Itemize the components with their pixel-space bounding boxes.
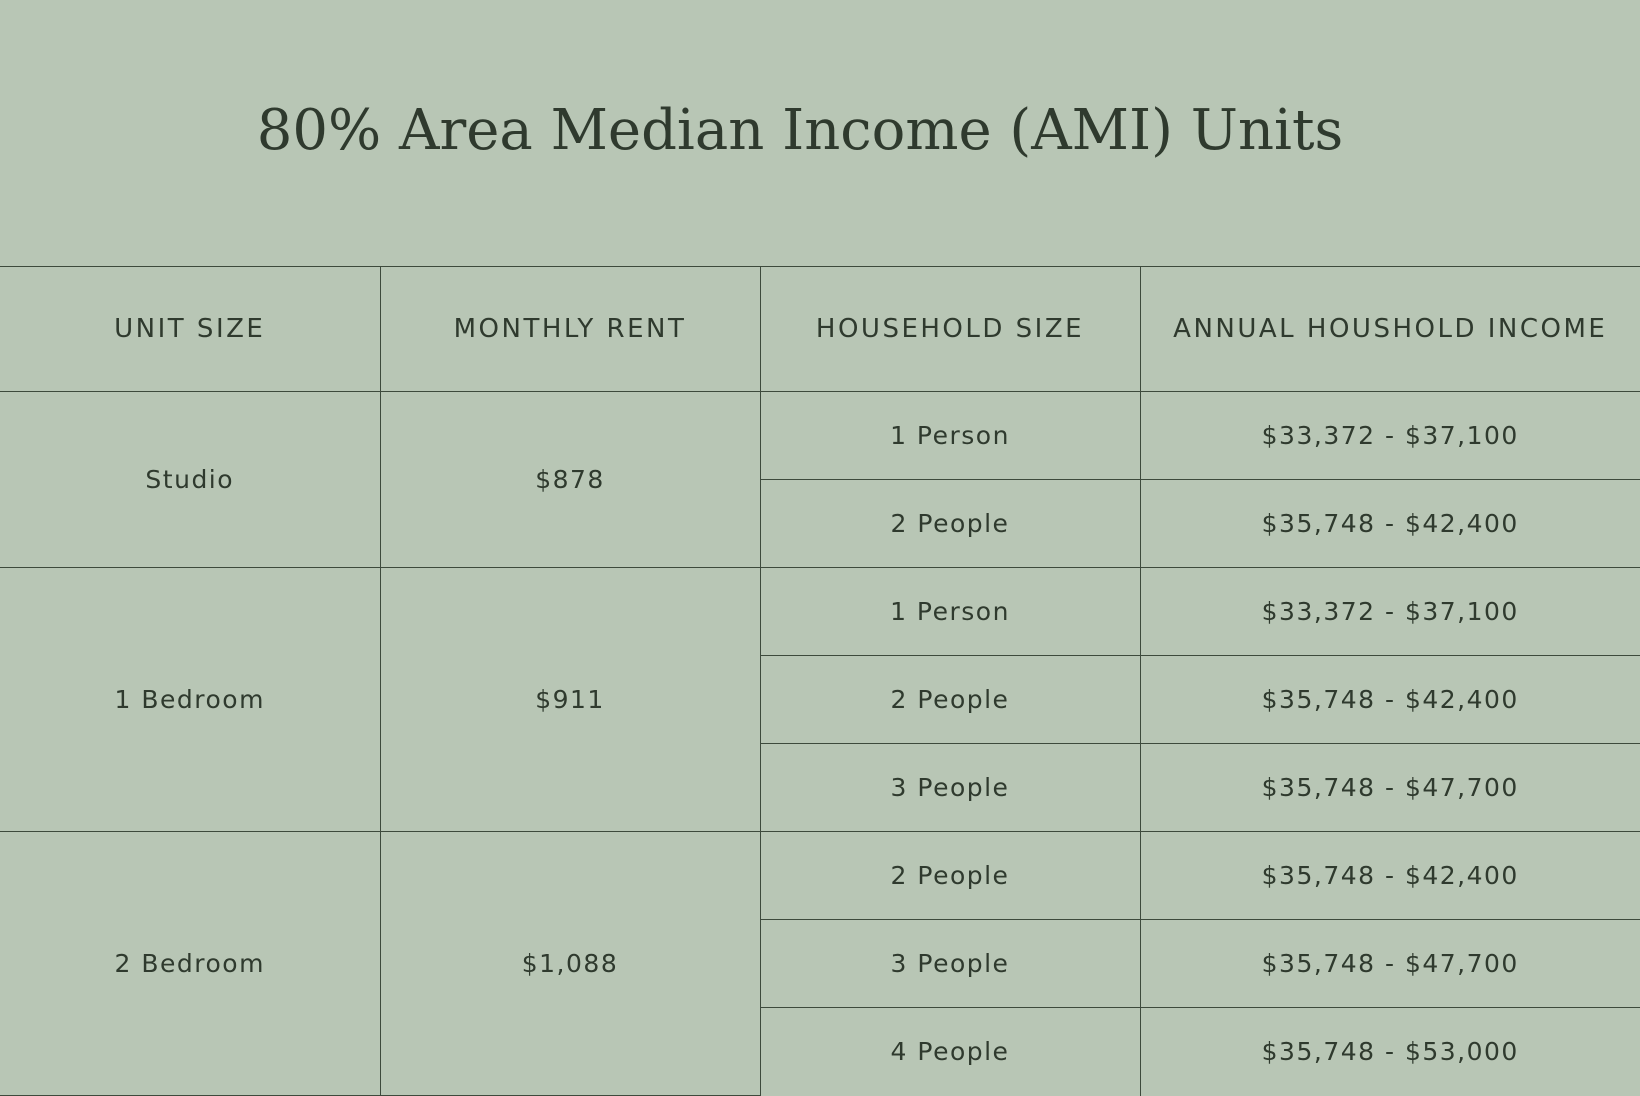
header-monthly-rent: MONTHLY RENT — [379, 266, 761, 392]
unit-size-cell: Studio — [0, 391, 381, 568]
income-cell: $35,748 - $47,700 — [1139, 919, 1640, 1008]
table-row: 3 People $35,748 - $47,700 — [0, 743, 1640, 832]
income-cell: $35,748 - $47,700 — [1139, 743, 1640, 832]
household-size-cell: 3 People — [759, 919, 1141, 1008]
household-size-cell: 1 Person — [759, 391, 1141, 480]
page-title: 80% Area Median Income (AMI) Units — [256, 98, 1344, 163]
income-cell: $35,748 - $42,400 — [1139, 479, 1640, 568]
income-cell: $35,748 - $42,400 — [1139, 655, 1640, 744]
table-row: 2 Bedroom $1,088 2 People $35,748 - $42,… — [0, 831, 1640, 1096]
ami-units-table: UNIT SIZE MONTHLY RENT HOUSEHOLD SIZE AN… — [0, 266, 1640, 1096]
income-cell: $33,372 - $37,100 — [1139, 391, 1640, 480]
monthly-rent-cell: $1,088 — [379, 831, 761, 1096]
household-size-cell: 2 People — [759, 831, 1141, 920]
unit-size-cell: 2 Bedroom — [0, 831, 381, 1096]
table-row: 3 People $35,748 - $47,700 — [0, 919, 1640, 1008]
header-household-size: HOUSEHOLD SIZE — [759, 266, 1141, 392]
household-size-cell: 3 People — [759, 743, 1141, 832]
table-row: Studio $878 1 Person $33,372 - $37,100 — [0, 391, 1640, 568]
household-size-cell: 4 People — [759, 1007, 1141, 1096]
household-size-cell: 2 People — [759, 479, 1141, 568]
table-row: 2 People $35,748 - $42,400 — [0, 479, 1640, 568]
table-header-row: UNIT SIZE MONTHLY RENT HOUSEHOLD SIZE AN… — [0, 266, 1640, 392]
header-annual-income: ANNUAL HOUSHOLD INCOME — [1139, 266, 1640, 392]
income-cell: $33,372 - $37,100 — [1139, 567, 1640, 656]
table-row: 2 People $35,748 - $42,400 — [0, 655, 1640, 744]
table-row: 4 People $35,748 - $53,000 — [0, 1007, 1640, 1096]
monthly-rent-cell: $878 — [379, 391, 761, 568]
income-cell: $35,748 - $42,400 — [1139, 831, 1640, 920]
income-cell: $35,748 - $53,000 — [1139, 1007, 1640, 1096]
table-row: 1 Bedroom $911 1 Person $33,372 - $37,10… — [0, 567, 1640, 832]
household-size-cell: 1 Person — [759, 567, 1141, 656]
unit-size-cell: 1 Bedroom — [0, 567, 381, 832]
household-size-cell: 2 People — [759, 655, 1141, 744]
header-unit-size: UNIT SIZE — [0, 266, 381, 392]
monthly-rent-cell: $911 — [379, 567, 761, 832]
